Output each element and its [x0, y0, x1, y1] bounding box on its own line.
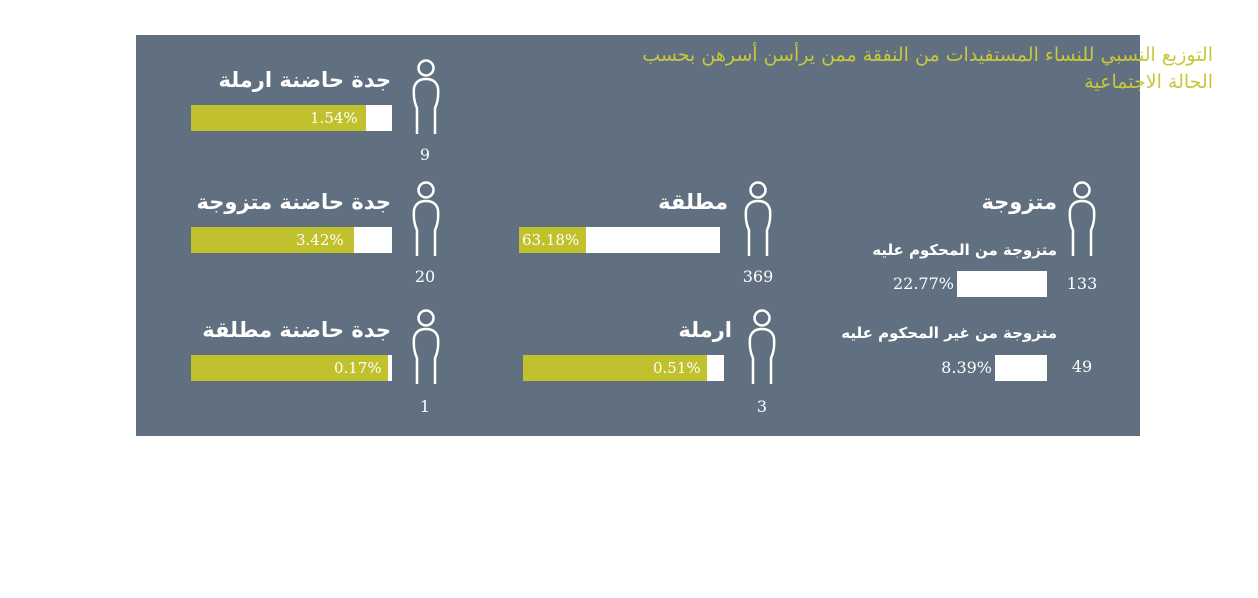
married-sub1-pct: 22.77% — [892, 274, 954, 293]
widow-count: 3 — [756, 397, 768, 416]
chart-title: التوزيع النسبي للنساء المستفيدات من النف… — [642, 44, 1213, 93]
divorced-label: مطلقة — [658, 190, 728, 214]
widow-bar: 0.51% — [523, 355, 724, 381]
gm-widow-label: جدة حاضنة ارملة — [218, 68, 391, 92]
divorced-bar: 63.18% — [519, 227, 720, 253]
widow-bar-fill — [523, 355, 707, 381]
gm-married-bar-fill — [191, 227, 354, 253]
married-sub2-pct: 8.39% — [941, 358, 992, 377]
married-sub1-bar — [957, 271, 1047, 297]
gm-divorced-bar-fill — [191, 355, 388, 381]
gm-divorced-pct: 0.17% — [334, 359, 382, 377]
married-label: متزوجة — [981, 190, 1057, 214]
gm-divorced-bar: 0.17% — [191, 355, 392, 381]
married-sub2-label: متزوجة من غير المحكوم عليه — [841, 324, 1057, 342]
gm-widow-count: 9 — [419, 145, 431, 164]
gm-divorced-count: 1 — [419, 397, 431, 416]
person-outline-icon — [748, 309, 776, 384]
gm-married-count: 20 — [414, 267, 436, 286]
person-outline-icon — [412, 59, 440, 134]
divorced-bar-fill — [519, 227, 586, 253]
divorced-pct: 63.18% — [522, 231, 580, 249]
person-outline-icon — [412, 181, 440, 256]
person-outline-icon — [412, 309, 440, 384]
person-outline-icon — [1068, 181, 1096, 256]
person-outline-icon — [744, 181, 772, 256]
gm-married-label: جدة حاضنة متزوجة — [196, 190, 391, 214]
married-sub1-label: متزوجة من المحكوم عليه — [872, 241, 1057, 259]
married-sub2-bar — [995, 355, 1047, 381]
gm-widow-pct: 1.54% — [310, 109, 358, 127]
married-sub2-count: 49 — [1071, 357, 1093, 376]
gm-married-pct: 3.42% — [296, 231, 344, 249]
married-sub1-count: 133 — [1066, 274, 1098, 293]
widow-label: ارملة — [678, 318, 732, 342]
gm-divorced-label: جدة حاضنة مطلقة — [202, 318, 391, 342]
gm-widow-bar: 1.54% — [191, 105, 392, 131]
gm-widow-bar-fill — [191, 105, 366, 131]
gm-married-bar: 3.42% — [191, 227, 392, 253]
widow-pct: 0.51% — [653, 359, 701, 377]
divorced-count: 369 — [742, 267, 774, 286]
